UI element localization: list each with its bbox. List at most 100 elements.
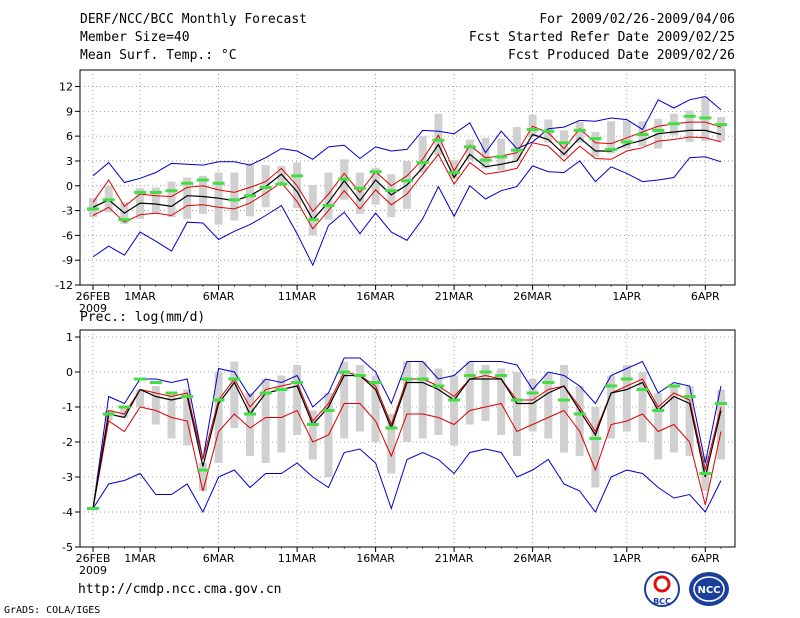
- marker-point: [134, 377, 147, 381]
- marker-point: [495, 155, 508, 159]
- y-tick-label: 1: [66, 331, 73, 344]
- y-tick-label: -2: [62, 436, 73, 449]
- x-tick-label: 1MAR: [124, 552, 156, 565]
- spread-bar: [198, 463, 207, 491]
- spread-bar: [167, 181, 176, 218]
- spread-bar: [481, 365, 490, 421]
- marker-point: [573, 412, 586, 416]
- website-url[interactable]: http://cmdp.ncc.cma.gov.cn: [78, 582, 282, 597]
- marker-point: [87, 507, 99, 510]
- spread-bar: [669, 386, 678, 453]
- marker-point: [667, 122, 680, 126]
- x-tick-label: 21MAR: [435, 290, 474, 303]
- spread-bar: [497, 368, 506, 435]
- marker-point: [448, 398, 461, 402]
- svg-text:NCC: NCC: [697, 585, 720, 596]
- marker-point: [479, 370, 492, 374]
- marker-point: [715, 402, 727, 405]
- spread-bar: [622, 120, 631, 149]
- marker-point: [699, 472, 712, 475]
- forecast-period: For 2009/02/26-2009/04/06: [539, 12, 735, 27]
- marker-point: [432, 384, 445, 388]
- x-tick-label: 26MAR: [513, 290, 552, 303]
- forecast-start-date: Fcst Started Refer Date 2009/02/25: [468, 30, 735, 45]
- marker-point: [463, 145, 476, 149]
- x-tick-label: 11MAR: [278, 552, 317, 565]
- variable-label: Mean Surf. Temp.: °C: [80, 48, 237, 63]
- marker-point: [636, 133, 649, 136]
- spread-bar: [324, 172, 333, 220]
- spread-bar: [418, 136, 427, 173]
- x-tick-label: 26FEB: [76, 290, 111, 303]
- marker-point: [542, 129, 555, 133]
- series-line-min: [92, 156, 722, 267]
- series-line-lower: [92, 402, 722, 509]
- x-tick-label: 1APR: [612, 552, 641, 565]
- spread-bar: [638, 372, 647, 442]
- y-tick-label: 0: [66, 366, 73, 379]
- spread-bar: [418, 361, 427, 439]
- spread-bar: [607, 121, 616, 154]
- marker-point: [432, 138, 445, 142]
- spread-bar: [591, 407, 600, 488]
- spread-bar: [560, 365, 568, 453]
- spread-bar: [246, 393, 254, 456]
- marker-point: [118, 405, 131, 409]
- spread-bar: [685, 386, 694, 456]
- marker-point: [322, 204, 335, 208]
- y-tick-label: 6: [66, 130, 73, 143]
- spread-bar: [717, 389, 725, 460]
- spread-bar: [151, 187, 160, 214]
- marker-point: [212, 181, 225, 185]
- marker-point: [338, 370, 351, 374]
- spread-bar: [528, 379, 537, 432]
- spread-bar: [167, 393, 176, 439]
- spread-bar: [308, 410, 317, 460]
- y-tick-label: 0: [66, 180, 73, 193]
- spread-bar: [230, 361, 239, 428]
- spread-bar: [214, 372, 223, 463]
- marker-point: [620, 377, 633, 381]
- chart-title: DERF/NCC/BCC Monthly Forecast: [80, 12, 307, 27]
- marker-point: [589, 437, 602, 440]
- x-tick-label: 21MAR: [435, 552, 474, 565]
- spread-bar: [230, 172, 239, 221]
- x-tick-label: 1MAR: [124, 290, 156, 303]
- marker-point: [558, 398, 570, 402]
- x-tick-sublabel: 2009: [79, 564, 107, 577]
- spread-bar: [465, 361, 474, 425]
- marker-point: [401, 179, 413, 183]
- spread-bar: [544, 372, 553, 439]
- series-line-min: [92, 448, 722, 514]
- marker-point: [181, 181, 194, 185]
- spread-bar: [434, 368, 443, 435]
- spread-bar: [497, 138, 506, 171]
- x-tick-label: 16MAR: [356, 290, 395, 303]
- marker-point: [87, 207, 99, 211]
- marker-point: [196, 468, 209, 472]
- marker-point: [102, 412, 115, 416]
- spread-bar: [261, 379, 270, 463]
- marker-point: [542, 381, 555, 384]
- spread-bar: [277, 375, 286, 453]
- member-size-label: Member Size=40: [80, 30, 190, 45]
- x-tick-label: 6APR: [691, 290, 720, 303]
- marker-point: [322, 409, 335, 412]
- y-tick-label: 12: [59, 81, 73, 94]
- marker-point: [573, 128, 586, 132]
- marker-point: [259, 391, 272, 395]
- x-tick-label: 6APR: [691, 552, 720, 565]
- marker-point: [196, 178, 209, 182]
- marker-point: [526, 128, 539, 132]
- spread-bar: [293, 365, 302, 435]
- marker-point: [134, 190, 147, 194]
- spread-bar: [198, 175, 207, 214]
- marker-point: [291, 174, 304, 178]
- marker-point: [275, 182, 288, 186]
- spread-bar: [120, 407, 129, 418]
- marker-point: [667, 384, 680, 388]
- marker-point: [652, 128, 665, 132]
- marker-point: [510, 148, 523, 152]
